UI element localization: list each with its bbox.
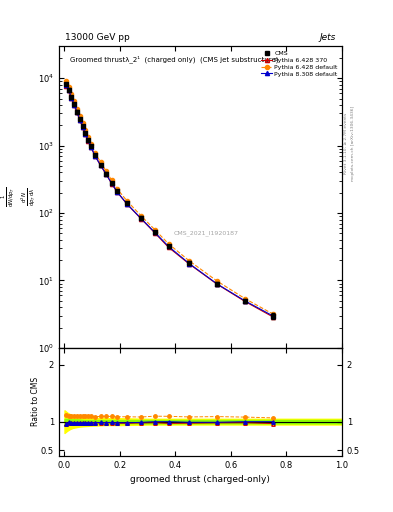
Legend: CMS, Pythia 6.428 370, Pythia 6.428 default, Pythia 8.308 default: CMS, Pythia 6.428 370, Pythia 6.428 defa… [260, 49, 339, 78]
X-axis label: groomed thrust (charged-only): groomed thrust (charged-only) [130, 475, 270, 484]
Text: CMS_2021_I1920187: CMS_2021_I1920187 [174, 230, 239, 236]
Text: Jets: Jets [320, 33, 336, 41]
Y-axis label: Ratio to CMS: Ratio to CMS [31, 377, 40, 426]
Text: Groomed thrustλ_2¹  (charged only)  (CMS jet substructure): Groomed thrustλ_2¹ (charged only) (CMS j… [70, 55, 279, 63]
Text: Rivet 3.1.10; ≥ 2.7M events: Rivet 3.1.10; ≥ 2.7M events [344, 113, 348, 174]
Text: mcplots.cern.ch [arXiv:1306.3436]: mcplots.cern.ch [arXiv:1306.3436] [351, 106, 355, 181]
Text: 13000 GeV pp: 13000 GeV pp [64, 33, 129, 41]
Y-axis label: $\frac{1}{\mathrm{d}N/\mathrm{d}p_T}$
$\frac{\mathrm{d}^2N}{\mathrm{d}p_T\,\math: $\frac{1}{\mathrm{d}N/\mathrm{d}p_T}$ $\… [0, 187, 37, 207]
